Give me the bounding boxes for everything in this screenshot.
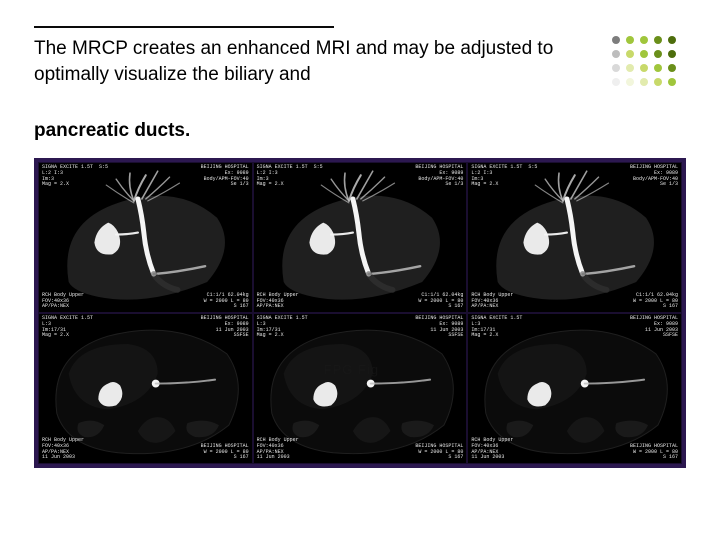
motif-dot (612, 36, 620, 44)
scan-meta-tr: BEIJING HOSPITAL Ex: 9089 Body/APM-FOV:4… (201, 165, 249, 188)
motif-dot (640, 36, 648, 44)
scan-meta-tl: SIGNA EXCITE 1.5T L:3 Im:17/31 Mag = 2.X (257, 316, 308, 339)
scan-meta-tr: BEIJING HOSPITAL Ex: 9089 Body/APM-FOV:4… (415, 165, 463, 188)
motif-dot (626, 36, 634, 44)
motif-dot (640, 50, 648, 58)
scan-meta-tr: BEIJING HOSPITAL Ex: 9089 Body/APM-FOV:4… (630, 165, 678, 188)
motif-dot (668, 50, 676, 58)
scan-meta-br: BEIJING HOSPITAL W = 2000 L = 80 S 167 (201, 444, 249, 461)
motif-dot (612, 50, 620, 58)
motif-dot (612, 78, 620, 86)
scan-meta-br: BEIJING HOSPITAL W = 2000 L = 80 S 167 (415, 444, 463, 461)
motif-dot (640, 64, 648, 72)
motif-dot (612, 64, 620, 72)
scan-cell: SIGNA EXCITE 1.5T S:5 L:2 I:3 Im:3 Mag =… (467, 162, 682, 313)
title-text: The MRCP creates an enhanced MRI and may… (34, 36, 594, 87)
scan-cell: SIGNA EXCITE 1.5T L:3 Im:17/31 Mag = 2.X… (38, 313, 253, 464)
scan-meta-bl: RCH Body Upper FOV:40x36 AP/PA:NEX (42, 293, 84, 310)
scan-meta-tl: SIGNA EXCITE 1.5T S:5 L:2 I:3 Im:3 Mag =… (257, 165, 323, 188)
subtitle-text: pancreatic ducts. (34, 120, 684, 142)
scan-meta-bl: RCH Body Upper FOV:40x36 AP/PA:NEX 11 Ju… (257, 438, 299, 461)
mrcp-image-grid: SIGNA EXCITE 1.5T S:5 L:2 I:3 Im:3 Mag =… (34, 158, 686, 468)
scan-cell: SIGNA EXCITE 1.5T S:5 L:2 I:3 Im:3 Mag =… (38, 162, 253, 313)
scan-meta-bl: RCH Body Upper FOV:40x36 AP/PA:NEX 11 Ju… (42, 438, 84, 461)
scan-meta-tr: BEIJING HOSPITAL Ex: 9089 11 Jun 2003 SS… (201, 316, 249, 339)
motif-dot (654, 50, 662, 58)
accent-line (34, 26, 334, 28)
scan-meta-br: C1:1/1 62.04kg W = 2000 L = 80 S 167 (633, 293, 678, 310)
motif-dot (654, 78, 662, 86)
scan-meta-bl: RCH Body Upper FOV:40x36 AP/PA:NEX 11 Ju… (471, 438, 513, 461)
scan-cell: SIGNA EXCITE 1.5T S:5 L:2 I:3 Im:3 Mag =… (253, 162, 468, 313)
motif-dot (654, 64, 662, 72)
scan-meta-br: BEIJING HOSPITAL W = 2000 L = 80 S 167 (630, 444, 678, 461)
subtitle-block: pancreatic ducts. (34, 120, 684, 142)
title-block: The MRCP creates an enhanced MRI and may… (34, 36, 594, 87)
scan-meta-br: C1:1/1 62.04kg W = 2000 L = 80 S 167 (418, 293, 463, 310)
slide: The MRCP creates an enhanced MRI and may… (0, 0, 720, 540)
scan-meta-tl: SIGNA EXCITE 1.5T S:5 L:2 I:3 Im:3 Mag =… (42, 165, 108, 188)
scan-meta-bl: RCH Body Upper FOV:40x36 AP/PA:NEX (257, 293, 299, 310)
scan-meta-tr: BEIJING HOSPITAL Ex: 9089 11 Jun 2003 SS… (630, 316, 678, 339)
scan-meta-tl: SIGNA EXCITE 1.5T S:5 L:2 I:3 Im:3 Mag =… (471, 165, 537, 188)
motif-dot (626, 50, 634, 58)
scan-cell: SIGNA EXCITE 1.5T L:3 Im:17/31 Mag = 2.X… (253, 313, 468, 464)
motif-dot (668, 78, 676, 86)
motif-dot (654, 36, 662, 44)
motif-dot (626, 78, 634, 86)
dot-motif (612, 36, 678, 88)
watermark: FPG Fig (324, 362, 379, 377)
scan-meta-bl: RCH Body Upper FOV:40x36 AP/PA:NEX (471, 293, 513, 310)
motif-dot (640, 78, 648, 86)
scan-meta-tr: BEIJING HOSPITAL Ex: 9089 11 Jun 2003 SS… (415, 316, 463, 339)
motif-dot (668, 36, 676, 44)
scan-meta-tl: SIGNA EXCITE 1.5T L:3 Im:17/31 Mag = 2.X (471, 316, 522, 339)
scan-cell: SIGNA EXCITE 1.5T L:3 Im:17/31 Mag = 2.X… (467, 313, 682, 464)
scan-meta-tl: SIGNA EXCITE 1.5T L:3 Im:17/31 Mag = 2.X (42, 316, 93, 339)
motif-dot (668, 64, 676, 72)
motif-dot (626, 64, 634, 72)
scan-meta-br: C1:1/1 62.04kg W = 2000 L = 80 S 167 (204, 293, 249, 310)
